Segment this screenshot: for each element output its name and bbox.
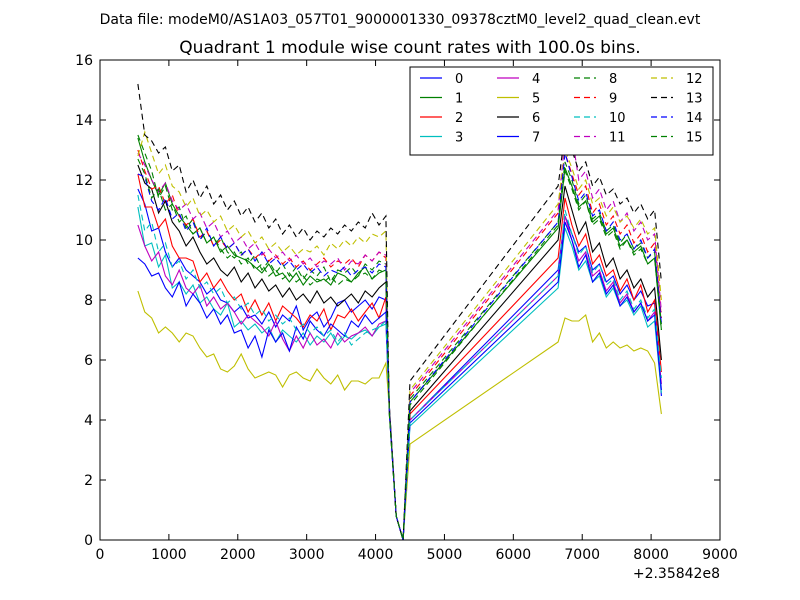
y-tick-label: 2	[84, 473, 93, 489]
series-line-7	[137, 221, 662, 541]
series-line-0	[137, 188, 662, 541]
y-tick-label: 10	[75, 233, 93, 249]
y-tick-label: 12	[75, 173, 93, 189]
legend-label: 9	[609, 92, 617, 107]
legend-label: 3	[455, 131, 463, 146]
legend-label: 7	[532, 131, 540, 146]
legend-label: 6	[532, 111, 540, 126]
series-line-1	[137, 137, 662, 541]
series-line-9	[137, 149, 662, 541]
y-tick-label: 8	[84, 293, 93, 309]
series-line-5	[137, 290, 662, 541]
series-line-10	[137, 194, 662, 541]
x-tick-label: 9000	[702, 547, 738, 563]
series-line-4	[137, 215, 662, 541]
x-tick-label: 1000	[151, 547, 187, 563]
legend-label: 2	[455, 111, 463, 126]
x-offset-label: +2.35842e8	[633, 566, 720, 582]
series-line-14	[137, 152, 662, 541]
legend-label: 8	[609, 72, 617, 87]
x-tick-label: 8000	[633, 547, 669, 563]
series-line-15	[137, 158, 662, 541]
y-tick-label: 0	[84, 533, 93, 549]
legend-label: 12	[686, 72, 703, 87]
legend-label: 14	[686, 111, 703, 126]
series-line-12	[137, 130, 662, 541]
y-tick-label: 16	[75, 53, 93, 69]
legend-box	[409, 66, 714, 156]
x-tick-label: 5000	[427, 547, 463, 563]
legend-label: 0	[455, 72, 463, 87]
legend-label: 4	[532, 72, 540, 87]
x-tick-label: 2000	[220, 547, 256, 563]
x-tick-label: 7000	[564, 547, 600, 563]
legend-label: 15	[686, 131, 703, 146]
y-tick-label: 4	[84, 413, 93, 429]
x-tick-label: 4000	[358, 547, 394, 563]
legend-label: 10	[609, 111, 626, 126]
y-tick-label: 14	[75, 113, 93, 129]
series-line-3	[137, 206, 662, 541]
chart-title: Quadrant 1 module wise count rates with …	[179, 38, 640, 58]
legend-label: 1	[455, 92, 463, 107]
data-file-suptitle: Data file: modeM0/AS1A03_057T01_90000013…	[100, 12, 701, 28]
y-tick-label: 6	[84, 353, 93, 369]
series-layer	[137, 83, 662, 541]
series-line-13	[137, 83, 662, 541]
legend-label: 13	[686, 92, 703, 107]
series-line-6	[137, 164, 662, 541]
legend-label: 5	[532, 92, 540, 107]
x-axis: 0 1000 2000 3000 4000 5000 6000 7000 8000 9000	[96, 60, 738, 563]
x-tick-label: 0	[96, 547, 105, 563]
legend-label: 11	[609, 131, 626, 146]
series-line-11	[137, 134, 662, 541]
x-tick-label: 6000	[496, 547, 532, 563]
x-tick-label: 3000	[289, 547, 325, 563]
